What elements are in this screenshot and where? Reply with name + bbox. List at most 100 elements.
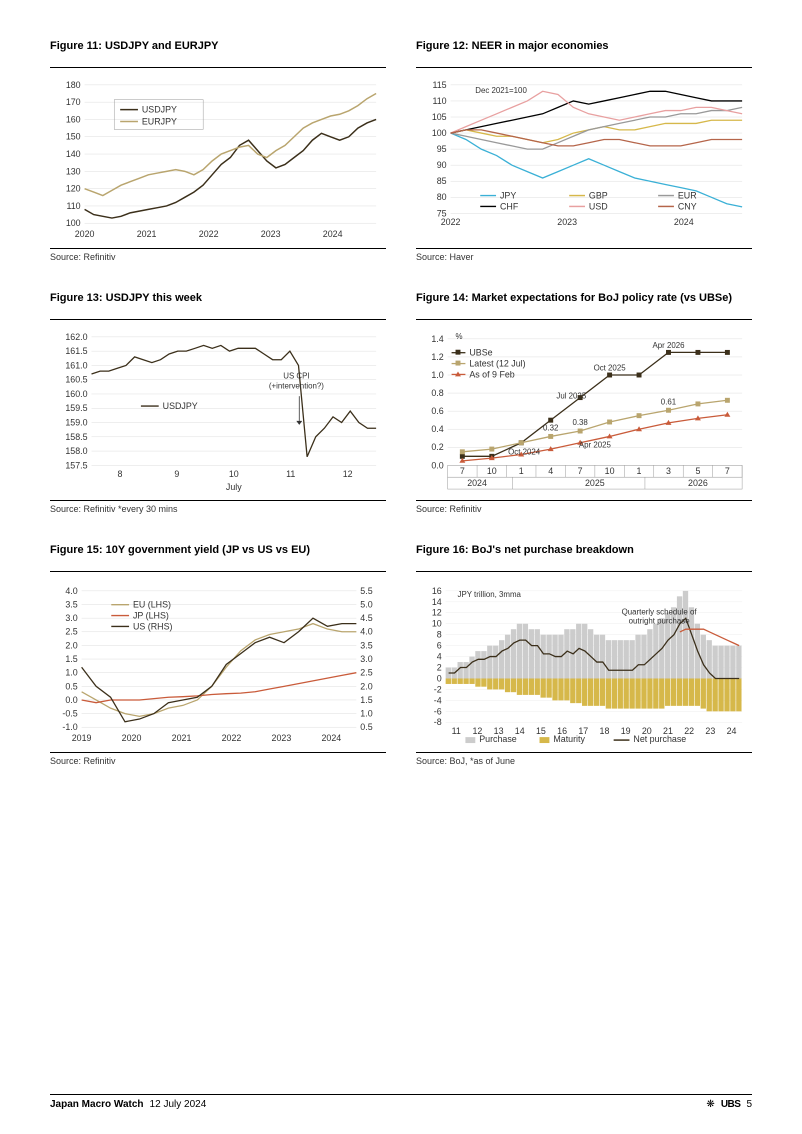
- figure-13-title: Figure 13: USDJPY this week: [50, 292, 386, 320]
- svg-text:0.8: 0.8: [431, 388, 443, 398]
- svg-text:2022: 2022: [199, 229, 219, 239]
- svg-text:5.0: 5.0: [360, 599, 372, 609]
- svg-text:1.0: 1.0: [65, 668, 77, 678]
- svg-text:Purchase: Purchase: [479, 734, 517, 744]
- svg-text:CHF: CHF: [500, 201, 519, 211]
- ubs-keys-icon: ❋: [706, 1099, 714, 1110]
- svg-text:0.5: 0.5: [360, 722, 372, 732]
- svg-text:0: 0: [437, 673, 442, 683]
- svg-text:10: 10: [487, 466, 497, 476]
- ubs-logo: UBS: [721, 1099, 741, 1110]
- svg-text:2.5: 2.5: [65, 627, 77, 637]
- svg-text:Apr 2026: Apr 2026: [652, 341, 685, 350]
- svg-text:Jul 2025: Jul 2025: [556, 391, 586, 400]
- svg-text:0.32: 0.32: [543, 424, 558, 433]
- svg-text:7: 7: [725, 466, 730, 476]
- svg-text:5: 5: [695, 466, 700, 476]
- svg-text:2021: 2021: [137, 229, 157, 239]
- svg-text:Quarterly schedule of: Quarterly schedule of: [622, 608, 698, 617]
- figure-13-chart: 157.5158.0158.5159.0159.5160.0160.5161.0…: [50, 326, 386, 496]
- svg-text:Oct 2025: Oct 2025: [594, 363, 627, 372]
- svg-text:12: 12: [432, 608, 442, 618]
- svg-text:0.0: 0.0: [431, 460, 443, 470]
- svg-text:85: 85: [437, 176, 447, 186]
- svg-text:0.38: 0.38: [572, 418, 588, 427]
- svg-text:160.0: 160.0: [65, 389, 87, 399]
- svg-text:7: 7: [460, 466, 465, 476]
- figure-15-title: Figure 15: 10Y government yield (JP vs U…: [50, 544, 386, 572]
- svg-text:3.5: 3.5: [65, 599, 77, 609]
- svg-text:1.0: 1.0: [360, 709, 372, 719]
- svg-text:24: 24: [727, 726, 737, 736]
- svg-text:1.5: 1.5: [65, 654, 77, 664]
- footer-date: 12 July 2024: [150, 1099, 207, 1110]
- svg-text:Latest (12 Jul): Latest (12 Jul): [469, 359, 525, 369]
- svg-text:14: 14: [432, 597, 442, 607]
- svg-text:4: 4: [437, 652, 442, 662]
- svg-text:1.5: 1.5: [360, 695, 372, 705]
- svg-text:Apr 2025: Apr 2025: [579, 440, 612, 449]
- svg-text:10: 10: [605, 466, 615, 476]
- svg-text:EU (LHS): EU (LHS): [133, 600, 171, 610]
- svg-text:2024: 2024: [674, 217, 694, 227]
- svg-text:2023: 2023: [272, 733, 292, 743]
- svg-text:Maturity: Maturity: [553, 734, 585, 744]
- figure-16: Figure 16: BoJ's net purchase breakdown …: [416, 544, 752, 766]
- svg-text:Net purchase: Net purchase: [633, 734, 686, 744]
- svg-text:110: 110: [66, 201, 80, 211]
- svg-text:140: 140: [66, 149, 81, 159]
- figure-11-chart: 1001101201301401501601701802020202120222…: [50, 74, 386, 244]
- svg-text:1: 1: [637, 466, 642, 476]
- page-footer: Japan Macro Watch 12 July 2024 ❋ UBS 5: [50, 1094, 752, 1110]
- svg-text:UBSe: UBSe: [469, 348, 492, 358]
- svg-text:As of 9 Feb: As of 9 Feb: [469, 369, 514, 379]
- svg-text:2.0: 2.0: [360, 681, 372, 691]
- svg-text:2024: 2024: [467, 478, 487, 488]
- svg-text:4.0: 4.0: [360, 627, 372, 637]
- figure-12-source: Source: Haver: [416, 248, 752, 262]
- figure-12-chart: 7580859095100105110115202220232024Dec 20…: [416, 74, 752, 244]
- page-number: 5: [746, 1099, 752, 1110]
- svg-text:USDJPY: USDJPY: [163, 401, 198, 411]
- svg-text:%: %: [456, 332, 463, 341]
- svg-text:-2: -2: [434, 684, 442, 694]
- svg-text:2025: 2025: [585, 478, 605, 488]
- svg-text:90: 90: [437, 160, 447, 170]
- svg-text:0.5: 0.5: [65, 681, 77, 691]
- svg-text:(+intervention?): (+intervention?): [269, 381, 324, 390]
- svg-text:2020: 2020: [75, 229, 95, 239]
- svg-text:JP (LHS): JP (LHS): [133, 611, 169, 621]
- svg-text:4.5: 4.5: [360, 613, 372, 623]
- svg-text:2020: 2020: [122, 733, 142, 743]
- svg-text:0.6: 0.6: [431, 406, 443, 416]
- svg-text:2.0: 2.0: [65, 640, 77, 650]
- footer-title: Japan Macro Watch: [50, 1099, 144, 1110]
- svg-text:158.0: 158.0: [65, 446, 87, 456]
- svg-text:19: 19: [621, 726, 631, 736]
- svg-text:2019: 2019: [72, 733, 92, 743]
- figure-11-title: Figure 11: USDJPY and EURJPY: [50, 40, 386, 68]
- svg-text:159.0: 159.0: [65, 417, 87, 427]
- svg-text:0.2: 0.2: [431, 442, 443, 452]
- figure-11-source: Source: Refinitiv: [50, 248, 386, 262]
- svg-text:4: 4: [548, 466, 553, 476]
- figure-15-source: Source: Refinitiv: [50, 752, 386, 766]
- figure-14-source: Source: Refinitiv: [416, 500, 752, 514]
- svg-text:3.0: 3.0: [65, 613, 77, 623]
- svg-text:5.5: 5.5: [360, 586, 372, 596]
- figure-12: Figure 12: NEER in major economies 75808…: [416, 40, 752, 262]
- svg-text:-8: -8: [434, 717, 442, 727]
- svg-text:2022: 2022: [222, 733, 242, 743]
- figure-14-chart: 0.00.20.40.60.81.01.21.4%710147101357202…: [416, 326, 752, 496]
- svg-text:0.4: 0.4: [431, 424, 443, 434]
- svg-text:161.0: 161.0: [65, 360, 87, 370]
- svg-text:100: 100: [432, 128, 447, 138]
- svg-text:23: 23: [705, 726, 715, 736]
- figure-11: Figure 11: USDJPY and EURJPY 10011012013…: [50, 40, 386, 262]
- svg-text:0.61: 0.61: [661, 397, 676, 406]
- svg-text:US CPI: US CPI: [283, 371, 309, 380]
- svg-text:3.5: 3.5: [360, 640, 372, 650]
- svg-text:3.0: 3.0: [360, 654, 372, 664]
- svg-text:170: 170: [66, 97, 81, 107]
- figure-16-source: Source: BoJ, *as of June: [416, 752, 752, 766]
